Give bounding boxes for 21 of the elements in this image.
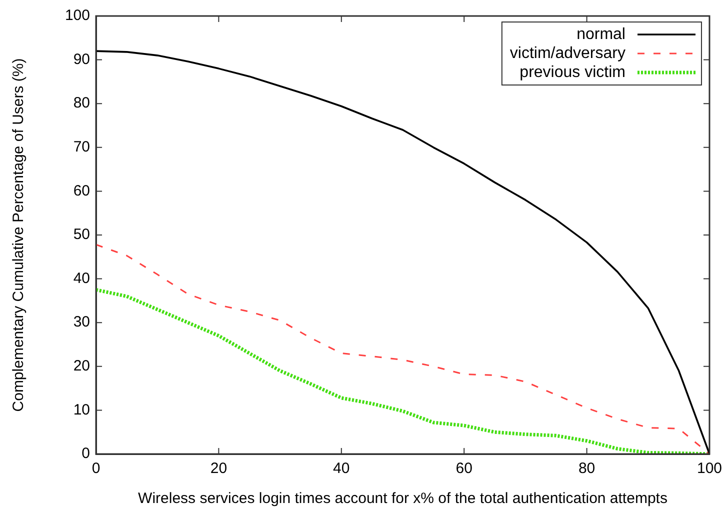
- y-tick-label: 90: [73, 50, 90, 68]
- x-tick-label: 80: [578, 460, 596, 478]
- y-tick-label: 100: [64, 7, 90, 24]
- y-tick-label: 10: [73, 401, 90, 418]
- x-tick-label: 20: [210, 460, 228, 478]
- x-axis-title: Wireless services login times account for x% of the total authentication attempts: [138, 490, 668, 508]
- y-tick-label: 70: [73, 138, 90, 156]
- y-tick-label: 80: [73, 94, 90, 112]
- y-tick-label: 0: [82, 445, 90, 462]
- y-tick-label: 40: [73, 270, 90, 287]
- x-tick-label: 100: [696, 460, 722, 478]
- x-tick-label: 40: [333, 460, 350, 478]
- y-tick-label: 50: [73, 226, 90, 244]
- y-tick-label: 60: [73, 182, 90, 200]
- legend-label: normal: [576, 26, 626, 43]
- legend-label: previous victim: [520, 64, 626, 81]
- y-axis-title: Complementary Cumulative Percentage of Users (%): [10, 58, 28, 412]
- y-tick-label: 30: [73, 314, 90, 331]
- y-tick-label: 20: [73, 358, 90, 375]
- x-tick-label: 60: [456, 460, 472, 478]
- legend-label: victim/adversary: [510, 44, 626, 62]
